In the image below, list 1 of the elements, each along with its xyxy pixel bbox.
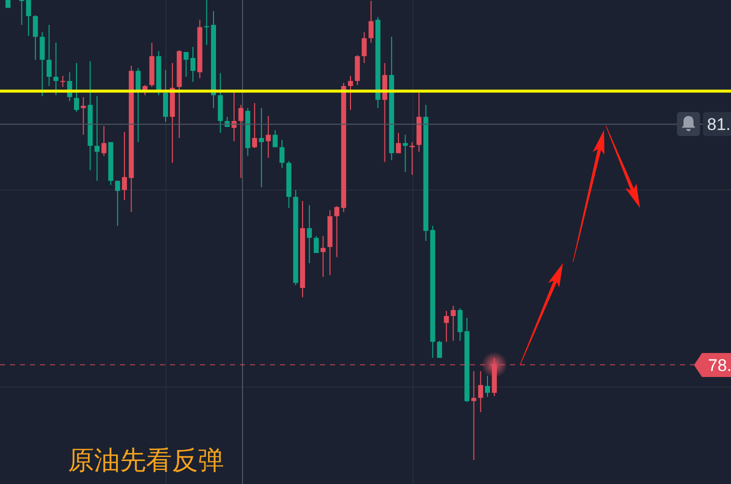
title: 原油先看反弹 [68,446,224,476]
